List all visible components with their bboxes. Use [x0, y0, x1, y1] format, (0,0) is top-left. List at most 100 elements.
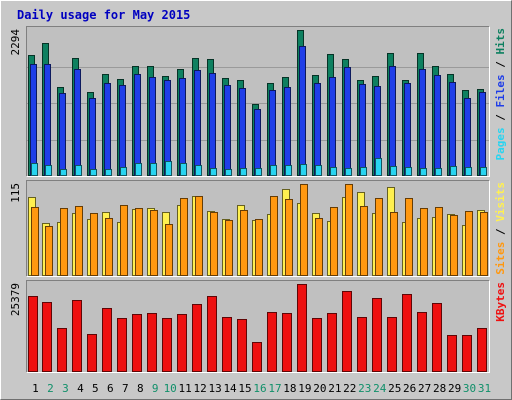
- x-day-label: 13: [208, 382, 221, 395]
- x-day-label: 10: [164, 382, 177, 395]
- bar-sites: 25: 80: [390, 212, 398, 276]
- panel-legend: KBytes: [494, 282, 507, 322]
- x-day-label: 11: [179, 382, 192, 395]
- y-max-label: 2294: [9, 29, 22, 56]
- bar-pages: 28: 125: [435, 168, 442, 176]
- bar-files: 4: 1689: [74, 69, 81, 176]
- bar-pages: 18: 169: [285, 165, 292, 176]
- x-day-label: 30: [463, 382, 476, 395]
- x-day-label: 19: [298, 382, 311, 395]
- bar-sites: 21: 86: [330, 207, 338, 276]
- x-day-label: 4: [77, 382, 84, 395]
- bar-kbytes: 22: 23400: [342, 291, 352, 372]
- x-day-label: 25: [388, 382, 401, 395]
- bar-files: 6: 1461: [104, 83, 111, 176]
- bar-pages: 16: 121: [255, 168, 262, 176]
- bar-kbytes: 8: 16600: [132, 314, 142, 372]
- x-day-label: 3: [62, 382, 69, 395]
- y-max-label: 25379: [9, 283, 22, 316]
- bar-sites: 1: 86: [31, 207, 39, 276]
- bar-files: 14: 1434: [224, 85, 231, 176]
- x-day-label: 20: [313, 382, 326, 395]
- bar-kbytes: 2: 20200: [42, 302, 52, 372]
- bar-kbytes: 21: 17100: [327, 313, 337, 372]
- bar-kbytes: 24: 21200: [372, 298, 382, 372]
- bar-pages: 8: 199: [135, 163, 142, 176]
- bar-files: 22: 1710: [344, 67, 351, 176]
- bar-sites: 30: 81: [465, 211, 473, 276]
- bar-sites: 14: 70: [225, 220, 233, 276]
- bar-files: 21: 1556: [329, 77, 336, 176]
- bar-sites: 8: 85: [135, 208, 143, 276]
- bar-pages: 24: 288: [375, 158, 382, 176]
- legend-entry: /: [494, 108, 507, 128]
- series-pages: 1: 199 2: 176 3: 113 4: 165 5: 113 6: 113 7: 1…: [31, 158, 487, 176]
- bar-sites: 22: 115: [345, 184, 353, 276]
- x-day-label: 8: [137, 382, 144, 395]
- bar-pages: 25: 153: [390, 166, 397, 176]
- x-day-label: 22: [343, 382, 356, 395]
- x-day-label: 21: [328, 382, 341, 395]
- bar-sites: 19: 115: [300, 184, 308, 276]
- bar-sites: 17: 100: [270, 196, 278, 276]
- bar-kbytes: 9: 16900: [147, 313, 157, 372]
- bar-kbytes: 5: 10900: [87, 334, 97, 372]
- bar-kbytes: 18: 17100: [282, 313, 292, 372]
- bar-sites: 20: 72: [315, 218, 323, 276]
- bar-kbytes: 20: 15600: [312, 318, 322, 372]
- bar-files: 29: 1484: [449, 82, 456, 176]
- bar-sites: 31: 80: [480, 212, 488, 276]
- bar-kbytes: 4: 20700: [72, 300, 82, 372]
- bar-files: 28: 1586: [434, 75, 441, 176]
- x-day-label: 1: [32, 382, 39, 395]
- bar-files: 26: 1454: [404, 83, 411, 176]
- bar-sites: 7: 89: [120, 205, 128, 276]
- bar-kbytes: 19: 25379: [297, 284, 307, 372]
- bar-pages: 12: 176: [195, 165, 202, 176]
- x-day-label: 23: [358, 382, 371, 395]
- bar-sites: 3: 85: [60, 208, 68, 276]
- bar-sites: 10: 65: [165, 224, 173, 276]
- bar-sites: 16: 71: [255, 219, 263, 276]
- plot-bevel-dark: [26, 180, 490, 277]
- bar-sites: 6: 73: [105, 218, 113, 276]
- bar-files: 7: 1426: [119, 85, 126, 176]
- y-max-label: 115: [9, 183, 22, 203]
- x-day-label: 2: [47, 382, 54, 395]
- plot-bevel-light: [26, 26, 490, 177]
- bar-pages: 4: 165: [75, 165, 82, 176]
- bar-pages: 11: 199: [180, 163, 187, 176]
- bar-pages: 31: 142: [480, 167, 487, 176]
- bar-kbytes: 30: 10600: [462, 335, 472, 372]
- bar-kbytes: 23: 15900: [357, 317, 367, 372]
- bar-kbytes: 15: 15400: [237, 319, 247, 372]
- x-day-label: 24: [373, 382, 387, 395]
- panel-legend: Pages / Files / Hits: [494, 28, 507, 161]
- bar-files: 9: 1558: [149, 77, 156, 176]
- bar-pages: 23: 147: [360, 167, 367, 176]
- bar-files: 13: 1621: [209, 73, 216, 176]
- x-day-label: 17: [268, 382, 281, 395]
- bar-files: 2: 1758: [44, 64, 51, 176]
- bar-pages: 10: 231: [165, 161, 172, 176]
- bar-kbytes: 25: 16000: [387, 317, 397, 372]
- x-day-label: 7: [122, 382, 129, 395]
- series-sites: 1: 86 2: 62 3: 85 4: 87 5: 79 6: 73 7: 89 8: 85…: [31, 184, 488, 276]
- bar-kbytes: 17: 17200: [267, 312, 277, 372]
- plot-bevel-dark: [26, 280, 490, 373]
- bar-pages: 20: 176: [315, 165, 322, 176]
- bar-kbytes: 28: 20000: [432, 303, 442, 372]
- x-day-label: 12: [194, 382, 207, 395]
- bar-pages: 19: 184: [300, 164, 307, 176]
- bar-pages: 30: 141: [465, 167, 472, 176]
- bar-kbytes: 31: 12700: [477, 328, 487, 372]
- legend-entry: Files: [494, 74, 507, 107]
- bar-files: 8: 1602: [134, 74, 141, 176]
- bar-kbytes: 26: 22400: [402, 294, 412, 372]
- legend-entry: Sites: [494, 242, 507, 275]
- panel-legend: Sites / Visits: [494, 182, 507, 275]
- bar-files: 19: 2036: [299, 46, 306, 176]
- bar-sites: 23: 87: [360, 206, 368, 276]
